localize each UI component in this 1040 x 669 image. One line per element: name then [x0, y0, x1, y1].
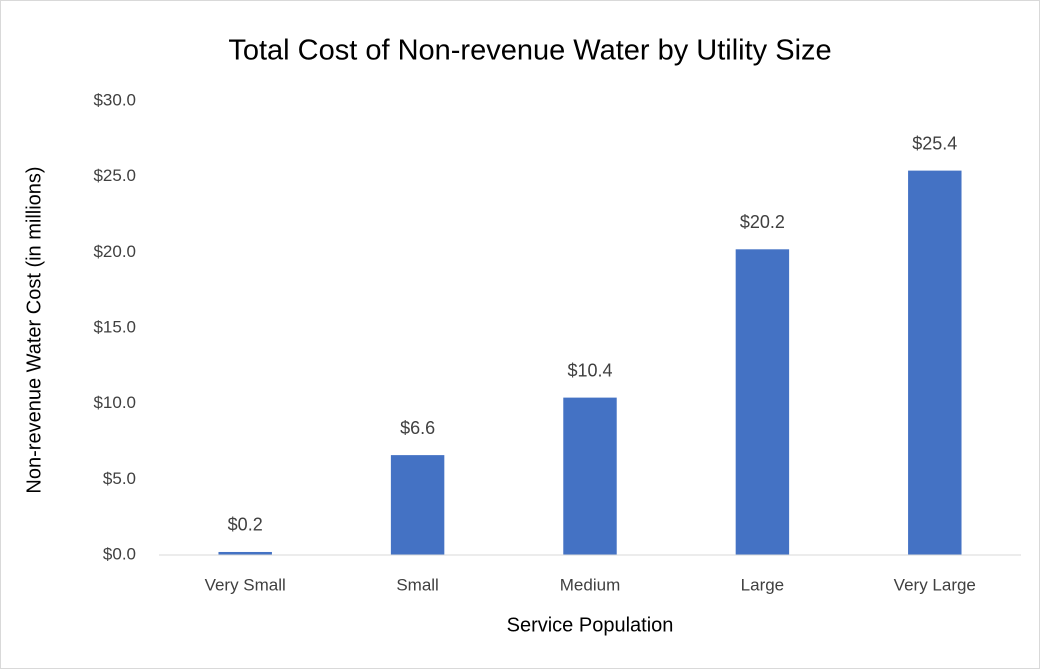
bar [218, 551, 272, 555]
y-tick-label: $0.0 [103, 544, 136, 563]
value-label: $0.2 [228, 515, 263, 535]
y-tick-label: $25.0 [93, 166, 136, 185]
chart-title: Total Cost of Non-revenue Water by Utili… [228, 35, 831, 67]
x-axis-title: Service Population [507, 614, 674, 636]
x-tick-label: Small [396, 575, 439, 594]
y-tick-label: $30.0 [93, 90, 136, 109]
y-tick-label: $15.0 [93, 317, 136, 336]
x-tick-label: Very Small [205, 575, 286, 594]
bar [735, 249, 790, 555]
y-axis-title: Non-revenue Water Cost (in millions) [23, 166, 45, 493]
bar [563, 397, 617, 555]
x-tick-label: Very Large [894, 575, 976, 594]
value-label: $10.4 [567, 360, 612, 380]
y-tick-label: $5.0 [103, 469, 136, 488]
y-tick-label: $20.0 [93, 242, 136, 261]
bar [390, 455, 445, 555]
value-label: $25.4 [912, 133, 957, 153]
bar [908, 170, 962, 555]
value-label: $6.6 [400, 418, 435, 438]
value-label: $20.2 [740, 212, 785, 232]
x-tick-label: Large [741, 575, 784, 594]
y-tick-label: $10.0 [93, 393, 136, 412]
x-tick-label: Medium [560, 575, 620, 594]
